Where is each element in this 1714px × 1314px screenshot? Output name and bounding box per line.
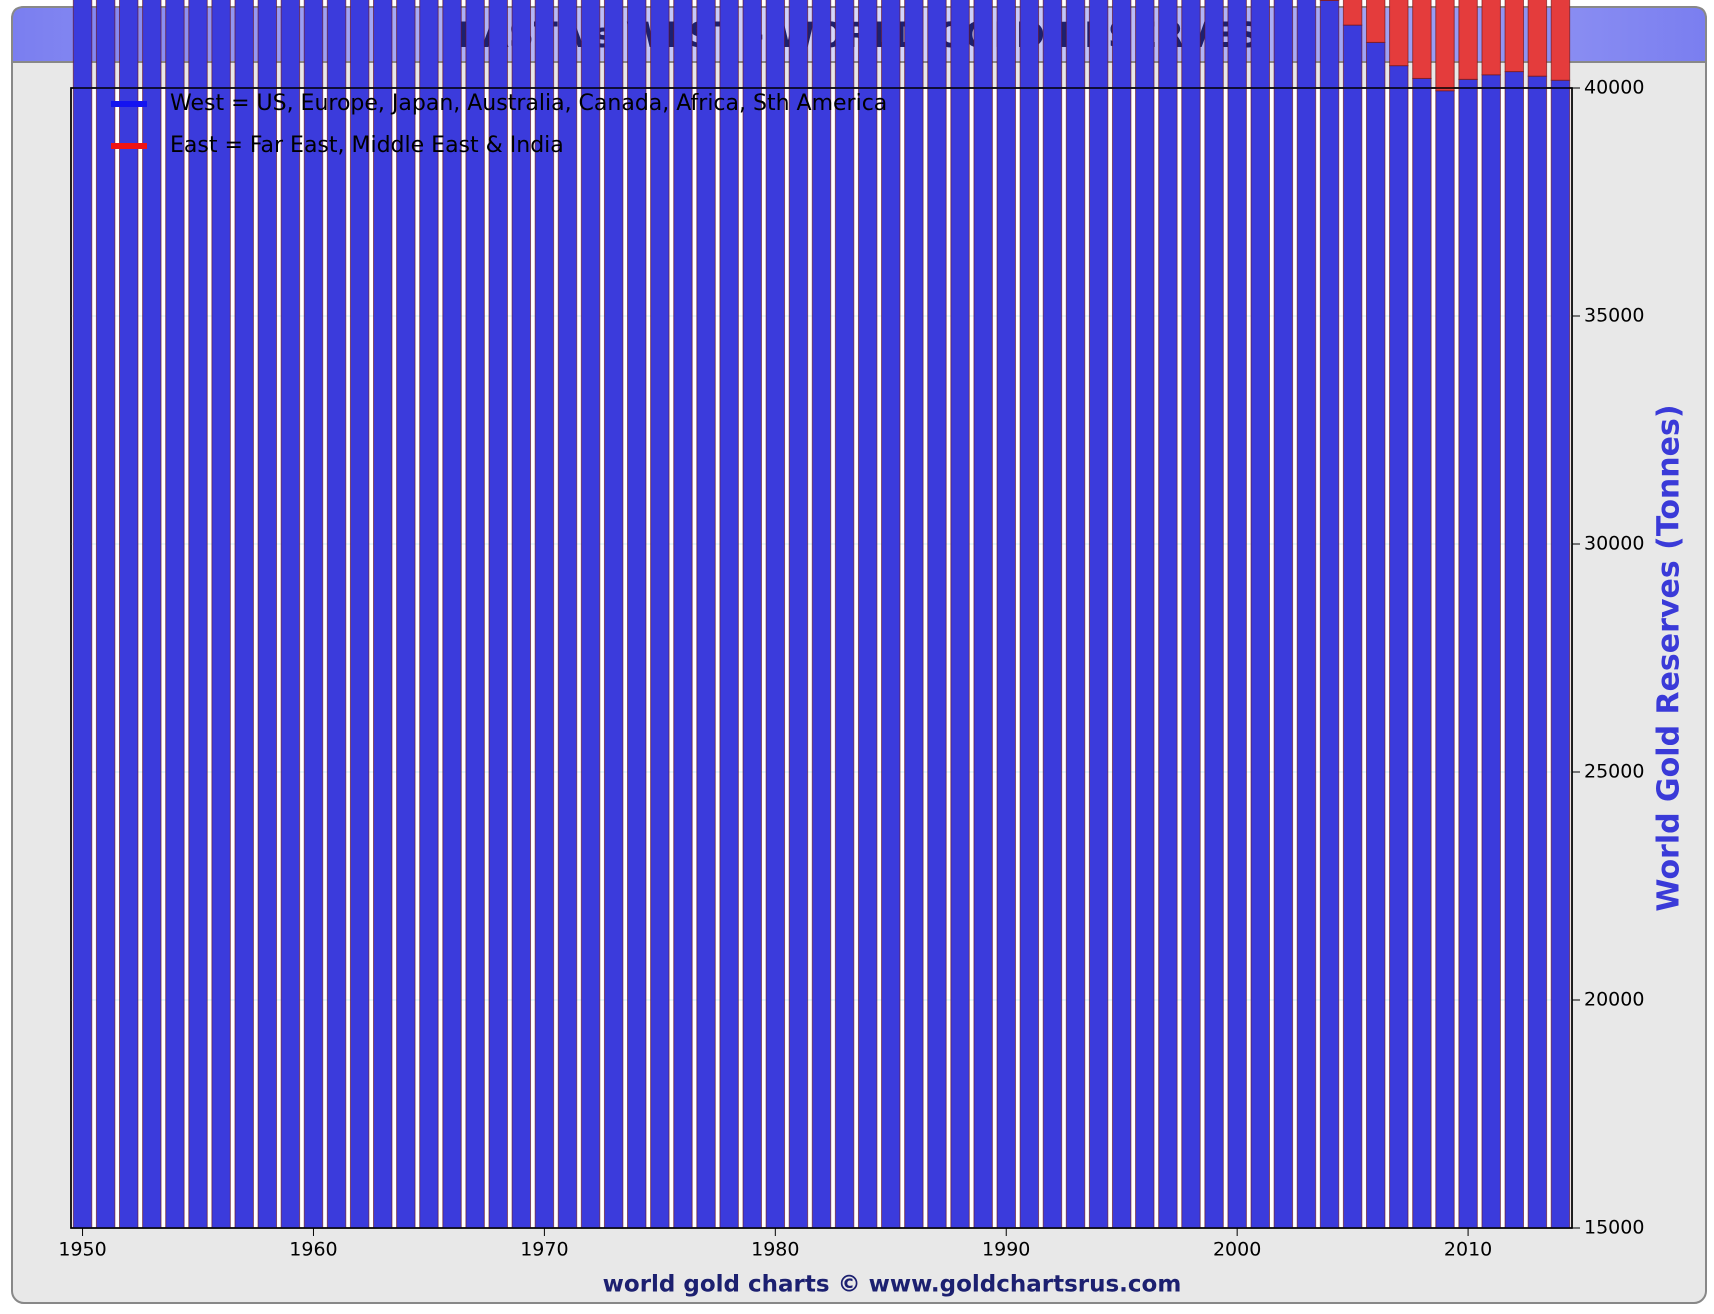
bar-segment xyxy=(95,0,116,1229)
bar-segment xyxy=(696,0,716,1229)
bar-segment xyxy=(1389,0,1409,67)
bar-segment xyxy=(442,0,462,1229)
y-tick-label: 30000 xyxy=(1584,533,1644,555)
bar-segment xyxy=(1435,90,1455,1229)
bar-segment xyxy=(1227,0,1247,1229)
bar-segment xyxy=(1273,0,1294,1229)
x-tick-label: 1990 xyxy=(982,1239,1030,1261)
bar-segment xyxy=(1204,0,1224,1229)
bar-segment xyxy=(1158,0,1178,1229)
bar-segment xyxy=(1365,41,1386,1229)
bar-segment xyxy=(419,0,439,1229)
bar-segment xyxy=(1412,77,1432,1229)
bar-segment xyxy=(326,0,347,1229)
bar-segment xyxy=(1527,0,1548,77)
bar-segment xyxy=(881,0,901,1229)
bar-segment xyxy=(1019,0,1040,1229)
bar-segment xyxy=(765,0,786,1229)
bar-segment xyxy=(673,0,693,1229)
bar-segment xyxy=(1504,71,1525,1229)
bar-segment xyxy=(857,0,878,1229)
plot-border xyxy=(70,87,1573,1229)
bar-segment xyxy=(557,0,578,1229)
y-tick-label: 20000 xyxy=(1584,989,1644,1011)
bar-segment xyxy=(465,0,485,1229)
bar-segment xyxy=(603,0,624,1229)
bar-segment xyxy=(303,0,324,1229)
bar-segment xyxy=(373,0,393,1229)
x-tick-label: 1960 xyxy=(289,1239,337,1261)
bar-segment xyxy=(650,0,670,1229)
y-tick-label: 35000 xyxy=(1584,305,1644,327)
x-tick-label: 2010 xyxy=(1444,1239,1492,1261)
bar-segment xyxy=(1250,0,1270,1229)
footer: world gold charts © www.goldchartsrus.co… xyxy=(603,1272,1182,1298)
bar-segment xyxy=(950,0,970,1229)
bar-segment xyxy=(1135,0,1155,1229)
bar-segment xyxy=(1042,0,1063,1229)
x-tick-label: 2000 xyxy=(1213,1239,1261,1261)
legend-label: West = US, Europe, Japan, Australia, Can… xyxy=(170,91,887,116)
bar-segment xyxy=(1458,78,1478,1229)
bar-segment xyxy=(165,0,185,1229)
bar-segment xyxy=(1342,24,1363,1229)
bar-segment xyxy=(1181,0,1201,1229)
bar-segment xyxy=(142,0,162,1229)
bar-segment xyxy=(1481,0,1501,76)
bar-segment xyxy=(1296,0,1317,1229)
bar-segment xyxy=(1458,0,1478,80)
bar-segment xyxy=(1319,0,1340,1229)
bar-segment xyxy=(627,0,647,1229)
bar-segment xyxy=(1481,74,1501,1229)
bar-segment xyxy=(1389,65,1409,1229)
x-tick-label: 1980 xyxy=(751,1239,799,1261)
bar-segment xyxy=(996,0,1016,1229)
bar-segment xyxy=(719,0,739,1229)
bar-segment xyxy=(1065,0,1086,1229)
bar-segment xyxy=(1435,0,1455,92)
y-tick-label: 25000 xyxy=(1584,761,1644,783)
y-axis-label: World Gold Reserves (Tonnes) xyxy=(1652,404,1687,911)
bar-segment xyxy=(1088,0,1109,1229)
bar-segment xyxy=(1111,0,1132,1229)
bar-segment xyxy=(72,0,93,1229)
bar-segment xyxy=(1550,79,1571,1229)
bar-segment xyxy=(280,0,301,1229)
bar-segment xyxy=(811,0,832,1229)
bar-segment xyxy=(788,0,809,1229)
y-tick-label: 15000 xyxy=(1584,1217,1644,1239)
bar-segment xyxy=(1342,0,1363,26)
bar-segment xyxy=(349,0,370,1229)
bar-segment xyxy=(927,0,947,1229)
bar-segment xyxy=(834,0,855,1229)
x-tick-label: 1970 xyxy=(520,1239,568,1261)
legend-label: East = Far East, Middle East & India xyxy=(170,133,564,158)
bar-segment xyxy=(257,0,278,1229)
bar-segment xyxy=(534,0,555,1229)
bar-segment xyxy=(1412,0,1432,79)
bar-segment xyxy=(904,0,924,1229)
bar-segment xyxy=(188,0,208,1229)
bar-segment xyxy=(580,0,601,1229)
bar-segment xyxy=(211,0,231,1229)
bar-segment xyxy=(234,0,254,1229)
bar-segment xyxy=(973,0,993,1229)
bar-segment xyxy=(396,0,416,1229)
y-tick-label: 40000 xyxy=(1584,77,1644,99)
x-tick-label: 1950 xyxy=(58,1239,106,1261)
bar-segment xyxy=(1550,0,1571,81)
bar-segment xyxy=(511,0,532,1229)
bar-segment xyxy=(742,0,762,1229)
bar-segment xyxy=(118,0,139,1229)
bar-segment xyxy=(488,0,508,1229)
bar-segment xyxy=(1527,75,1548,1229)
bar-segment xyxy=(1504,0,1525,73)
bar-segment xyxy=(1365,0,1386,43)
